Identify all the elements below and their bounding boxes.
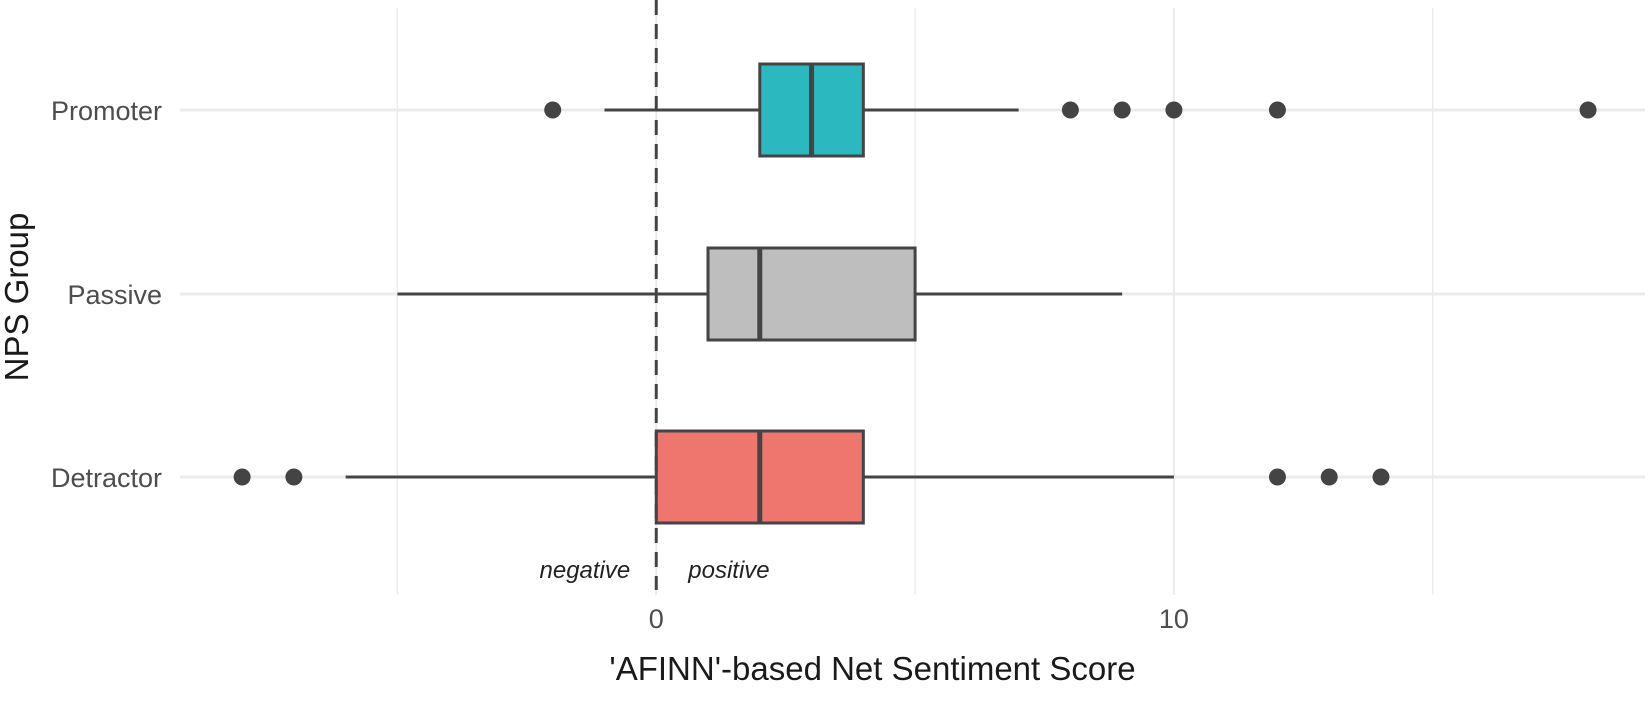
box-layer: Promoter Passive Detractor bbox=[51, 62, 1597, 525]
y-tick-label: Detractor bbox=[51, 463, 162, 493]
outlier-point bbox=[1579, 101, 1597, 119]
outlier-point bbox=[1268, 468, 1286, 486]
outlier-point bbox=[1320, 468, 1338, 486]
annotation-positive: positive bbox=[687, 557, 769, 584]
y-tick-label: Passive bbox=[67, 280, 162, 310]
x-axis-title: 'AFINN'-based Net Sentiment Score bbox=[609, 650, 1135, 687]
label-layer: negative positive 'AFINN'-based Net Sent… bbox=[0, 213, 1136, 687]
outlier-point bbox=[1268, 101, 1286, 119]
x-tick-label: 10 bbox=[1159, 604, 1189, 634]
box-iqr bbox=[706, 246, 917, 342]
box-group-promoter: Promoter bbox=[51, 62, 1597, 158]
box-group-detractor: Detractor bbox=[51, 429, 1390, 525]
y-axis-title: NPS Group bbox=[0, 213, 35, 382]
x-tick-label: 0 bbox=[649, 604, 664, 634]
y-tick-label: Promoter bbox=[51, 96, 162, 126]
outlier-point bbox=[544, 101, 562, 119]
outlier-point bbox=[1372, 468, 1390, 486]
annotation-negative: negative bbox=[540, 557, 631, 584]
outlier-point bbox=[1113, 101, 1131, 119]
reference-line-layer: 0 10 bbox=[649, 0, 1189, 634]
box-group-passive: Passive bbox=[67, 246, 1123, 342]
outlier-point bbox=[285, 468, 303, 486]
outlier-point bbox=[1165, 101, 1183, 119]
outlier-point bbox=[233, 468, 251, 486]
outlier-point bbox=[1061, 101, 1079, 119]
